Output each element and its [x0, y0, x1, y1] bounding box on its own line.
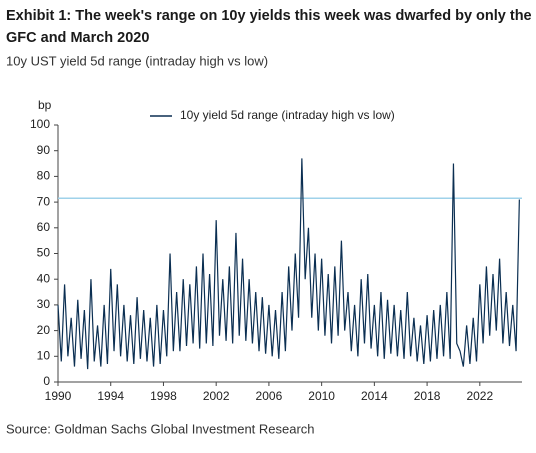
- y-tick-label: 20: [37, 323, 51, 337]
- y-tick-label: 50: [37, 246, 51, 260]
- y-tick-label: 100: [30, 117, 50, 131]
- y-tick-label: 80: [37, 169, 51, 183]
- y-tick-label: 10: [37, 348, 51, 362]
- y-tick-label: 70: [37, 194, 51, 208]
- x-tick-label: 1990: [45, 389, 72, 403]
- legend-label: 10y yield 5d range (intraday high vs low…: [180, 108, 395, 122]
- x-tick-label: 2022: [466, 389, 493, 403]
- x-tick-label: 1994: [97, 389, 124, 403]
- y-axis-label: bp: [38, 98, 52, 112]
- series-line: [57, 158, 520, 370]
- x-tick-label: 2006: [256, 389, 283, 403]
- x-tick-label: 2002: [203, 389, 230, 403]
- y-tick-label: 0: [43, 374, 50, 388]
- x-tick-label: 2010: [308, 389, 335, 403]
- chart-title: Exhibit 1: The week's range on 10y yield…: [6, 8, 532, 46]
- y-tick-label: 60: [37, 220, 51, 234]
- source: Source: Goldman Sachs Global Investment …: [6, 421, 315, 436]
- x-tick-label: 2018: [414, 389, 441, 403]
- x-tick-label: 2014: [361, 389, 388, 403]
- x-tick-label: 1998: [150, 389, 177, 403]
- chart-subtitle: 10y UST yield 5d range (intraday high vs…: [6, 53, 268, 68]
- y-tick-label: 40: [37, 271, 51, 285]
- y-tick-label: 30: [37, 297, 51, 311]
- y-tick-label: 90: [37, 143, 51, 157]
